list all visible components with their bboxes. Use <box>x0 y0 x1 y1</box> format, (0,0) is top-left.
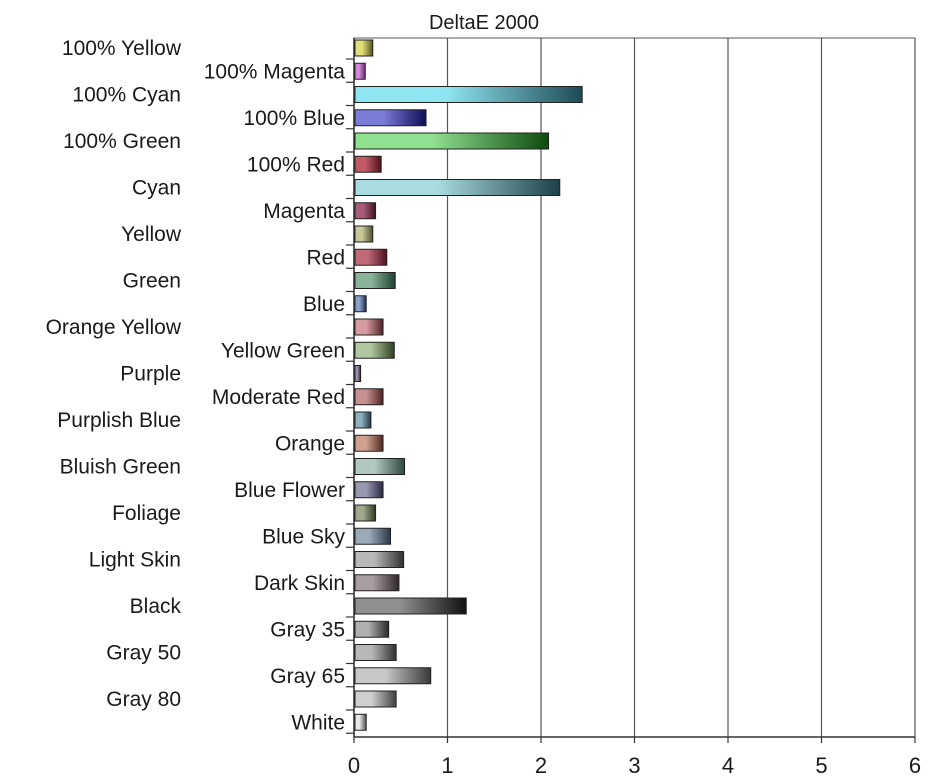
bar-purple <box>354 365 362 382</box>
bar-blue-sky <box>354 527 392 545</box>
category-label: 100% Blue <box>243 107 345 130</box>
category-label: Blue <box>303 293 345 316</box>
bar-blue <box>354 295 367 313</box>
category-label: 100% Magenta <box>204 60 346 83</box>
x-tick-label: 0 <box>348 753 360 778</box>
bar-gray-50 <box>354 644 397 661</box>
bar-gray-65 <box>354 667 432 685</box>
category-label: Black <box>130 595 182 618</box>
bar-white <box>354 713 367 731</box>
bar-100-red <box>354 155 382 173</box>
bar-moderate-red <box>354 388 384 406</box>
bar-100-blue <box>354 109 427 127</box>
axes <box>346 38 916 743</box>
category-label: Yellow <box>121 223 182 246</box>
category-label: Cyan <box>132 177 181 200</box>
bar-100-green <box>354 132 550 150</box>
category-label: Red <box>306 246 345 269</box>
category-label: Dark Skin <box>254 572 345 595</box>
category-label: 100% Cyan <box>72 84 181 107</box>
category-label: Moderate Red <box>212 386 345 409</box>
bar-cyan <box>354 179 561 196</box>
category-label: 100% Green <box>63 130 181 153</box>
category-label: Bluish Green <box>60 456 181 479</box>
category-label: Orange <box>275 432 345 455</box>
bar-gray-80 <box>354 690 397 708</box>
x-tick-label: 4 <box>722 753 734 778</box>
bar-black <box>354 597 467 615</box>
category-label: Purplish Blue <box>57 409 181 432</box>
category-label: Gray 50 <box>106 642 181 665</box>
category-label: Green <box>123 270 181 293</box>
bar-gray-35 <box>354 620 390 638</box>
x-tick-label: 6 <box>909 753 921 778</box>
x-tick-label: 5 <box>815 753 827 778</box>
category-label: Light Skin <box>89 549 181 572</box>
bar-red <box>354 248 388 266</box>
bar-100-magenta <box>354 62 366 80</box>
bar-light-skin <box>354 551 405 568</box>
category-label: Yellow Green <box>221 339 345 362</box>
x-tick-label: 3 <box>628 753 640 778</box>
category-label: Foliage <box>112 502 181 525</box>
bar-blue-flower <box>354 481 384 499</box>
bar-purplish-blue <box>354 411 372 429</box>
bar-foliage <box>354 504 377 522</box>
bar-green <box>354 272 396 289</box>
category-label: Blue Flower <box>234 479 345 502</box>
bar-series <box>354 39 583 731</box>
bar-magenta <box>354 202 377 220</box>
bar-yellow <box>354 225 374 243</box>
bar-orange <box>354 434 384 452</box>
category-label: 100% Red <box>247 153 345 176</box>
category-label: Orange Yellow <box>46 316 182 339</box>
x-tick-labels: 0 1 2 3 4 5 6 <box>348 753 921 778</box>
category-labels: 100% Yellow 100% Magenta 100% Cyan 100% Blu… <box>46 37 346 734</box>
category-label: Purple <box>120 363 181 386</box>
chart-title: DeltaE 2000 <box>429 12 539 34</box>
category-label: White <box>291 711 345 734</box>
category-label: Gray 65 <box>270 665 345 688</box>
category-label: 100% Yellow <box>62 37 182 60</box>
x-tick-label: 2 <box>535 753 547 778</box>
category-label: Magenta <box>263 200 345 223</box>
bar-100-cyan <box>354 86 583 103</box>
bar-dark-skin <box>354 574 400 592</box>
category-label: Gray 35 <box>270 618 345 641</box>
bar-100-yellow <box>354 39 374 57</box>
category-label: Blue Sky <box>262 525 345 548</box>
bar-bluish-green <box>354 458 406 475</box>
bar-yellow-green <box>354 341 395 359</box>
bar-orange-yellow <box>354 318 384 336</box>
category-label: Gray 80 <box>106 688 181 711</box>
x-tick-label: 1 <box>441 753 453 778</box>
